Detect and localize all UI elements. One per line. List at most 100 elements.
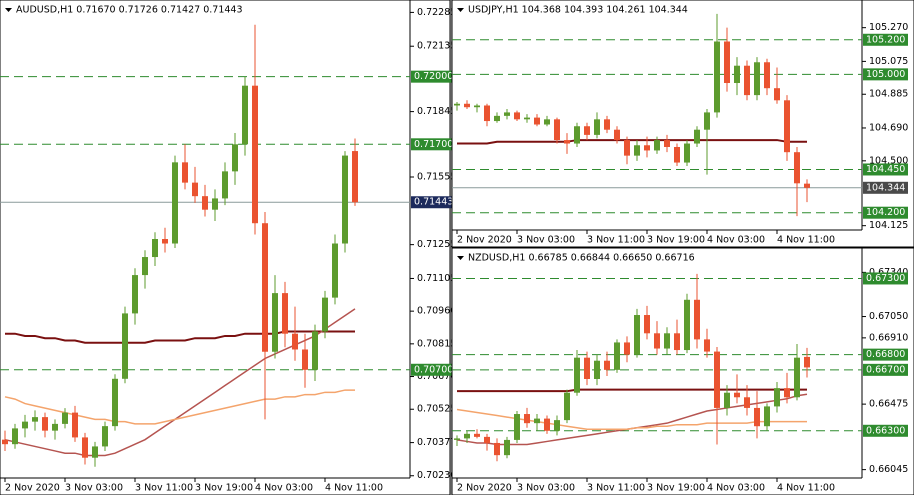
panel xyxy=(451,247,914,495)
candle-body xyxy=(614,129,620,141)
candle-body xyxy=(342,155,348,244)
candle-body xyxy=(604,119,610,130)
candle-body xyxy=(82,437,88,458)
candle-body xyxy=(764,406,770,427)
candle-body xyxy=(584,357,590,379)
x-tick-label: 2 Nov 2020 xyxy=(457,235,512,246)
current-price-label: 0.71443 xyxy=(414,197,453,208)
candle-body xyxy=(162,239,168,244)
candle-body xyxy=(674,146,680,163)
level-box xyxy=(411,363,456,376)
candle-body xyxy=(564,140,570,144)
level-box xyxy=(863,424,908,437)
candle-body xyxy=(554,119,560,141)
candle-body xyxy=(584,126,590,135)
candle-body xyxy=(664,333,670,349)
candle-body xyxy=(664,140,670,147)
candle-body xyxy=(754,407,760,427)
chart-title: NZDUSD,H1 0.66785 0.66844 0.66650 0.6671… xyxy=(468,253,695,264)
x-tick-label: 3 Nov 11:00 xyxy=(587,235,645,246)
candle-body xyxy=(102,426,108,447)
y-tick-label: 0.70230 xyxy=(417,470,456,481)
x-tick-label: 2 Nov 2020 xyxy=(457,483,512,494)
candle-body xyxy=(524,117,530,120)
candle-body xyxy=(262,223,268,352)
candle-body xyxy=(212,198,218,210)
y-tick-label: 0.67050 xyxy=(869,311,908,322)
y-tick-label: 104.885 xyxy=(869,89,908,100)
candle-body xyxy=(654,333,660,349)
y-tick-label: 0.67340 xyxy=(869,267,908,278)
y-tick-label: 0.71845 xyxy=(417,106,456,117)
level-label: 0.71700 xyxy=(414,139,453,150)
candle-body xyxy=(794,152,800,184)
title-arrow xyxy=(457,8,464,12)
y-tick-label: 0.70670 xyxy=(417,371,456,382)
candle-body xyxy=(674,333,680,351)
level-box xyxy=(863,163,908,176)
y-tick-label: 0.66910 xyxy=(869,332,908,343)
x-tick-label: 3 Nov 19:00 xyxy=(647,483,705,494)
x-tick-label: 4 Nov 03:00 xyxy=(255,483,313,494)
y-tick-label: 105.270 xyxy=(869,22,908,33)
candle-body xyxy=(774,88,780,101)
x-tick-label: 4 Nov 11:00 xyxy=(777,235,835,246)
candle-body xyxy=(282,293,288,334)
title-arrow xyxy=(5,8,12,12)
level-box xyxy=(863,363,908,376)
y-tick-label: 0.70525 xyxy=(417,404,456,415)
candle-body xyxy=(474,433,480,437)
candle-body xyxy=(524,414,530,424)
candle-body xyxy=(704,339,710,352)
candle-body xyxy=(352,151,358,203)
level-box xyxy=(863,348,908,361)
candle-body xyxy=(714,41,720,113)
candle-body xyxy=(22,421,28,429)
y-tick-label: 104.125 xyxy=(869,220,908,231)
y-tick-label: 0.70815 xyxy=(417,338,456,349)
candle-body xyxy=(554,420,560,431)
candle-body xyxy=(784,388,790,398)
candle-body xyxy=(172,162,178,244)
candle-body xyxy=(494,115,500,122)
candle-body xyxy=(454,103,460,106)
y-tick-label: 0.71105 xyxy=(417,273,456,284)
candle-body xyxy=(232,144,238,172)
x-tick-label: 4 Nov 03:00 xyxy=(707,235,765,246)
x-tick-label: 3 Nov 03:00 xyxy=(65,483,123,494)
candle-body xyxy=(122,313,128,379)
candle-body xyxy=(32,417,38,422)
candle-body xyxy=(744,397,750,408)
level-label: 0.70700 xyxy=(414,364,453,375)
candle-body xyxy=(734,65,740,84)
candle-body xyxy=(594,360,600,379)
level-label: 104.200 xyxy=(866,207,905,218)
candle-body xyxy=(794,357,800,398)
level-label: 105.200 xyxy=(866,34,905,45)
candle-body xyxy=(804,183,810,188)
level-box xyxy=(863,33,908,46)
candle-body xyxy=(654,140,660,151)
candle-body xyxy=(574,357,580,393)
moving-average xyxy=(457,388,807,393)
candle-body xyxy=(714,351,720,408)
level-box xyxy=(863,272,908,285)
candle-body xyxy=(272,293,278,352)
y-tick-label: 0.66475 xyxy=(869,399,908,410)
y-tick-label: 105.075 xyxy=(869,56,908,67)
current-price-label: 104.344 xyxy=(866,182,905,193)
x-tick-label: 3 Nov 03:00 xyxy=(517,483,575,494)
candle-body xyxy=(644,145,650,151)
candle-body xyxy=(764,62,770,89)
candle-body xyxy=(292,333,298,350)
candle-body xyxy=(724,392,730,408)
candle-body xyxy=(202,196,208,210)
y-tick-label: 0.71255 xyxy=(417,239,456,250)
candle-body xyxy=(514,414,520,440)
candle-body xyxy=(494,442,500,456)
x-tick-label: 3 Nov 03:00 xyxy=(517,235,575,246)
level-box xyxy=(863,206,908,219)
x-tick-label: 4 Nov 11:00 xyxy=(777,483,835,494)
candle-body xyxy=(72,412,78,438)
